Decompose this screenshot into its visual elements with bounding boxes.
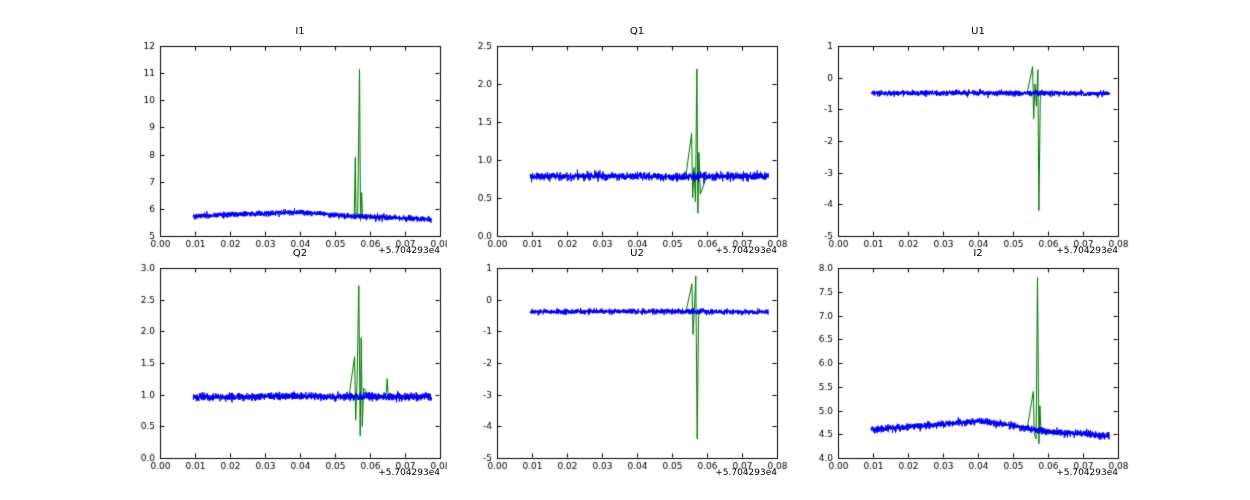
- x-offset-label-u2: +5.704293e4: [715, 468, 777, 478]
- subplot-i2: I2 I2 +5.704293e4: [788, 248, 1133, 484]
- plot-canvas-u2: [447, 262, 792, 474]
- plot-canvas-q1: [447, 40, 792, 252]
- x-offset-label-q1: +5.704293e4: [715, 246, 777, 256]
- x-offset-label-q2: +5.704293e4: [378, 468, 440, 478]
- plot-title-q1: Q1: [629, 26, 645, 37]
- plot-canvas-u1: [788, 40, 1133, 252]
- plot-title-i2: I2: [973, 248, 983, 259]
- plot-title-q2: Q2: [292, 248, 308, 259]
- x-offset-label-i2: +5.704293e4: [1056, 468, 1118, 478]
- subplot-q1: Q1 Q1 +5.704293e4: [447, 26, 792, 262]
- x-offset-label-u1: +5.704293e4: [1056, 246, 1118, 256]
- subplot-u2: U2 U2 +5.704293e4: [447, 248, 792, 484]
- plot-canvas-i2: [788, 262, 1133, 474]
- x-offset-label-i1: +5.704293e4: [378, 246, 440, 256]
- subplot-i1: I1 I1 +5.704293e4: [110, 26, 455, 262]
- plot-title-u2: U2: [630, 248, 644, 259]
- plot-title-u1: U1: [971, 26, 985, 37]
- plot-title-i1: I1: [295, 26, 305, 37]
- subplot-q2: Q2 Q2 +5.704293e4: [110, 248, 455, 484]
- plot-canvas-q2: [110, 262, 455, 474]
- subplot-u1: U1 U1 +5.704293e4: [788, 26, 1133, 262]
- plot-canvas-i1: [110, 40, 455, 252]
